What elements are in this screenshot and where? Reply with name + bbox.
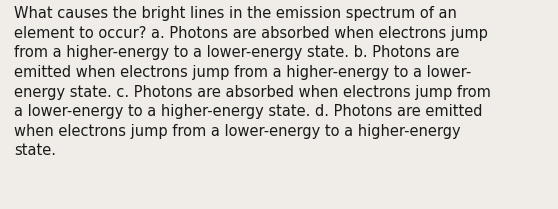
- Text: What causes the bright lines in the emission spectrum of an
element to occur? a.: What causes the bright lines in the emis…: [14, 6, 491, 158]
